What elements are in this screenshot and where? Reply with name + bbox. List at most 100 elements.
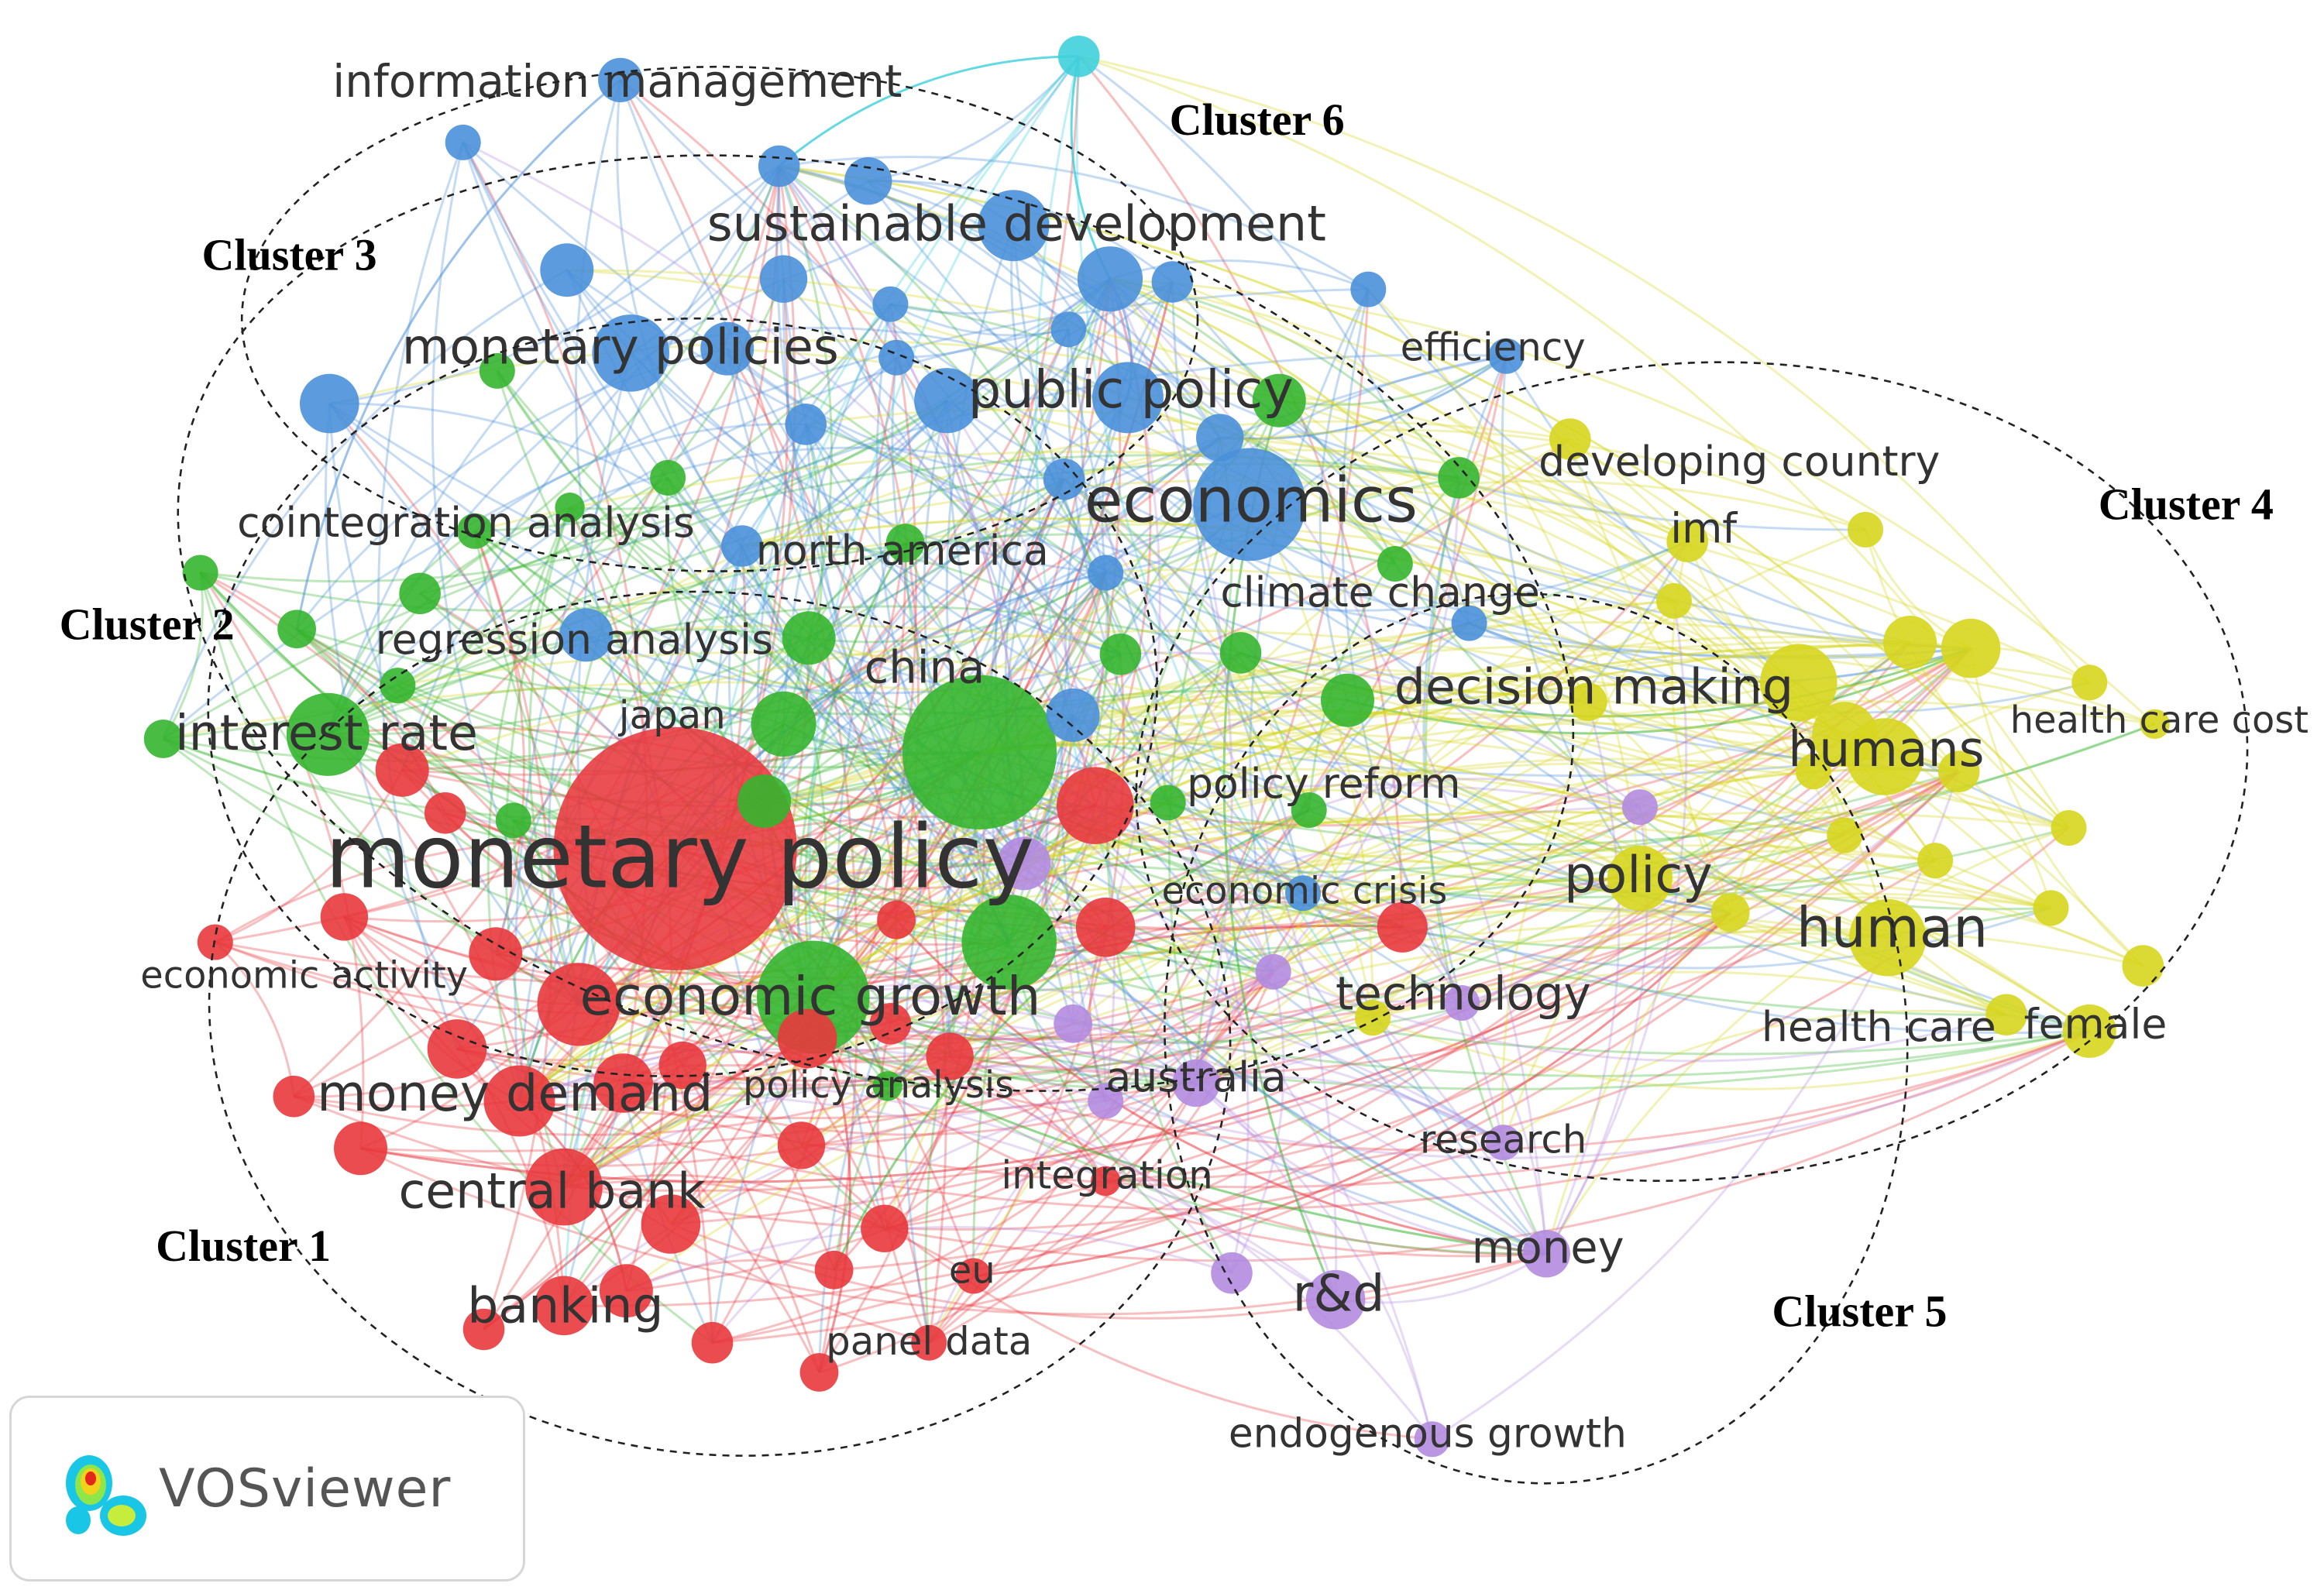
network-edge [519,1037,808,1107]
network-edge [1072,714,2090,1035]
term-label: human [1796,896,1988,960]
network-edge [1072,970,1274,1027]
network-edge [808,55,1080,998]
network-edge [1080,278,1112,573]
keyword-node [525,1148,603,1226]
keyword-node [1848,511,1883,548]
term-label: economic activity [140,955,468,998]
keyword-node [462,1308,505,1351]
keyword-node [1917,843,1954,879]
term-label: policy [1564,847,1713,905]
keyword-node [1088,1083,1124,1119]
keyword-node [1485,1125,1521,1161]
network-edge [462,141,1275,973]
network-edge [294,996,814,1108]
network-edge [1078,55,1404,928]
network-edge [1230,971,1285,1274]
network-edge [806,572,1107,1040]
term-label: developing country [1538,437,1940,486]
network-edge [496,370,897,921]
network-edge [949,859,1936,1076]
network-edge [1063,478,1305,894]
keyword-node [721,525,763,567]
network-edge [1249,503,2144,967]
term-label: economics [1085,463,1418,536]
network-edge [327,605,1241,736]
network-edge [674,644,2155,850]
network-edge [973,912,1731,1277]
network-edge [619,79,859,1373]
network-edge [727,347,1170,804]
network-edge [625,931,1888,1292]
keyword-node [592,314,669,392]
keyword-node [1451,605,1487,641]
network-edge [801,970,1274,1147]
network-edge [1502,1009,2007,1144]
vosviewer-logo: VOSviewer [9,1396,525,1581]
network-edge [808,278,1112,640]
network-edge [1072,754,1886,1025]
term-label: health care [1762,1002,1996,1051]
network-edge [462,142,1025,865]
keyword-node [286,692,370,776]
network-edge [778,166,1122,656]
term-label: public policy [968,359,1294,420]
network-edge [834,771,1960,1272]
network-edge [889,303,1069,337]
keyword-node [1150,785,1186,821]
keyword-node [751,691,816,757]
keyword-node [375,743,429,797]
network-edge [562,166,796,1188]
keyword-node [878,339,915,376]
network-edge [712,641,1911,1344]
network-edge [741,545,827,998]
network-edge [419,166,781,595]
network-edge [875,304,1010,943]
network-edge [812,599,1675,998]
network-edge [586,634,1121,695]
term-label: policy analysis [743,1064,1014,1107]
keyword-node [997,836,1051,891]
network-edge [833,809,1310,1271]
keyword-node [320,893,369,941]
network-edge [1367,288,1642,879]
network-edge [162,737,2090,1090]
keyword-node [598,57,643,103]
term-label: health care cost [2010,699,2309,742]
keyword-node [759,255,808,303]
network-edge [1023,722,1886,865]
keyword-node [1607,846,1673,912]
network-edge [1318,289,1370,701]
network-edge [884,970,1274,1230]
term-label: information management [332,56,902,108]
term-label: integration [1001,1153,1213,1198]
network-edge [868,180,1221,438]
keyword-node [445,124,481,160]
network-edge [402,436,1221,771]
network-edge [397,651,1731,914]
network-edge [670,941,1010,1225]
network-edge [329,165,780,405]
network-edge [884,1030,2091,1262]
network-edge [867,180,1866,531]
network-edge [886,843,1936,1087]
network-edge [779,165,1470,624]
keyword-node [650,459,686,496]
network-edge [1371,877,1641,1019]
keyword-node [1355,1000,1391,1036]
keyword-node [902,675,1057,829]
network-edge [564,477,669,1005]
keyword-node [1172,1059,1220,1108]
keyword-node [479,352,515,389]
keyword-node [483,1065,555,1137]
network-edge [1249,288,1370,973]
network-edge [973,912,1731,1277]
term-label: decision making [1394,658,1793,715]
network-edge [563,1065,1197,1188]
network-edge [1394,563,2090,1032]
network-edge [1302,541,1689,895]
network-edge [1347,647,1972,735]
network-edge [902,479,1065,1343]
cluster-5-ring [1164,592,1909,1485]
network-edge [806,1037,1547,1258]
